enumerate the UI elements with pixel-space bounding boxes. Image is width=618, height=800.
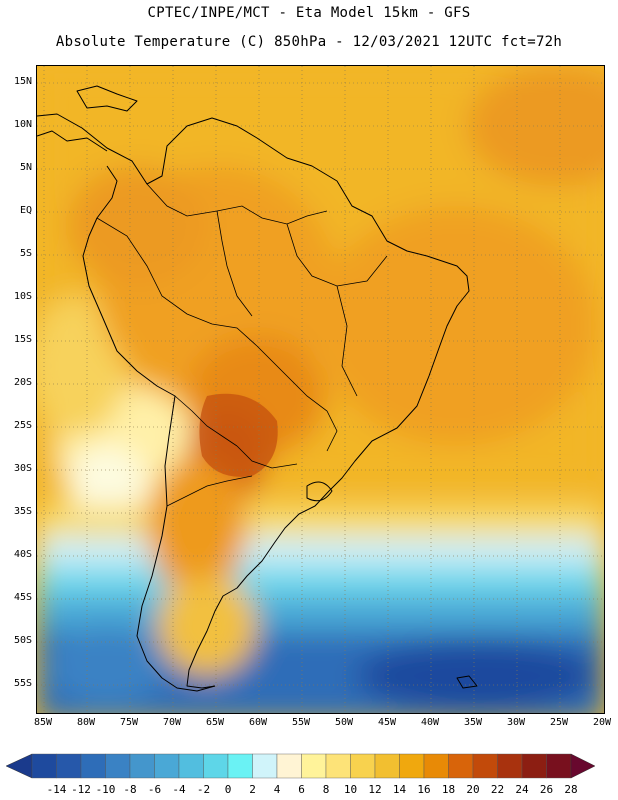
lon-tick-label: 25W <box>549 717 569 728</box>
colorbar-segment <box>276 753 302 779</box>
lat-tick-label: 5N <box>19 162 32 173</box>
colorbar-tick-label: 16 <box>417 783 431 796</box>
lat-tick-label: 20S <box>13 377 32 388</box>
colorbar-tick-label: -8 <box>123 783 137 796</box>
lat-tick-label: 40S <box>13 549 32 560</box>
colorbar-tick-label: -10 <box>95 783 116 796</box>
lat-tick-label: 45S <box>13 592 32 603</box>
colorbar-segment <box>374 753 400 779</box>
colorbar-tick-label: 22 <box>490 783 505 796</box>
colorbar-segment <box>399 753 425 779</box>
lat-tick-label: 30S <box>13 463 32 474</box>
colorbar-arrow-low <box>5 753 33 779</box>
colorbar-segment <box>203 753 229 779</box>
lat-tick-label: 10S <box>13 291 32 302</box>
colorbar-segment <box>521 753 547 779</box>
lon-tick-label: 70W <box>162 717 182 728</box>
map-canvas <box>37 66 604 713</box>
lon-tick-label: 60W <box>248 717 268 728</box>
colorbar-segment <box>227 753 253 779</box>
colorbar-tick-label: -14 <box>46 783 67 796</box>
lon-tick-label: 65W <box>205 717 225 728</box>
colorbar-tick-label: 24 <box>515 783 529 796</box>
colorbar-tick-label: 6 <box>298 783 305 796</box>
colorbar-segment <box>80 753 106 779</box>
lon-tick-label: 45W <box>377 717 397 728</box>
colorbar-tick-label: 4 <box>273 783 281 796</box>
colorbar-tick-label: 12 <box>368 783 382 796</box>
coastlines <box>37 85 478 692</box>
lat-tick-label: 10N <box>13 119 32 130</box>
colorbar-tick-label: 2 <box>249 783 256 796</box>
temperature-map <box>36 65 605 714</box>
colorbar-segment <box>350 753 376 779</box>
lon-tick-label: 55W <box>291 717 311 728</box>
lon-tick-label: 35W <box>463 717 483 728</box>
lat-tick-label: 25S <box>13 420 32 431</box>
colorbar-tick-label: 0 <box>224 783 232 796</box>
colorbar-segment <box>497 753 523 779</box>
lat-tick-label: 15S <box>13 334 32 345</box>
colorbar-tick-label: 18 <box>441 783 456 796</box>
lat-tick-label: EQ <box>19 205 32 216</box>
country-borders <box>96 183 388 507</box>
colorbar-tick-label: 26 <box>539 783 554 796</box>
temperature-field <box>37 66 604 713</box>
hot-core <box>199 393 278 477</box>
colorbar-segment <box>178 753 204 779</box>
colorbar-tick-label: -4 <box>172 783 186 796</box>
lat-tick-label: 55S <box>13 678 32 689</box>
graticule <box>37 66 604 713</box>
colorbar-tick-label: 28 <box>564 783 578 796</box>
colorbar-segment <box>546 753 572 779</box>
colorbar-tick-label: 10 <box>343 783 358 796</box>
colorbar-segment <box>129 753 155 779</box>
colorbar-segment <box>448 753 474 779</box>
lon-tick-label: 40W <box>420 717 440 728</box>
lon-tick-label: 85W <box>33 717 53 728</box>
colorbar-segment <box>252 753 278 779</box>
colorbar-tick-label: -6 <box>147 783 162 796</box>
lon-tick-label: 20W <box>592 717 612 728</box>
colorbar-segment <box>31 753 57 779</box>
colorbar-arrow-high <box>570 753 596 779</box>
colorbar-segment <box>154 753 180 779</box>
lat-tick-label: 5S <box>19 248 32 259</box>
lon-tick-label: 80W <box>76 717 96 728</box>
lon-tick-label: 30W <box>506 717 526 728</box>
lat-tick-label: 35S <box>13 506 32 517</box>
lat-tick-label: 50S <box>13 635 32 646</box>
colorbar-segment <box>325 753 351 779</box>
lat-tick-label: 15N <box>13 76 32 87</box>
colorbar-tick-label: -12 <box>71 783 91 796</box>
colorbar-tick-label: 8 <box>322 783 330 796</box>
colorbar-segment <box>105 753 131 779</box>
lon-tick-label: 75W <box>119 717 139 728</box>
colorbar-segment <box>301 753 327 779</box>
lon-tick-label: 50W <box>334 717 354 728</box>
map-title: CPTEC/INPE/MCT - Eta Model 15km - GFS <box>147 5 471 21</box>
colorbar-tick-label: -2 <box>196 783 211 796</box>
colorbar-segment <box>472 753 498 779</box>
map-subtitle: Absolute Temperature (C) 850hPa - 12/03/… <box>55 34 563 50</box>
colorbar-segment <box>56 753 82 779</box>
colorbar-tick-label: 14 <box>392 783 407 796</box>
colorbar-tick-label: 20 <box>466 783 480 796</box>
colorbar-segment <box>423 753 449 779</box>
colorbar <box>5 753 596 779</box>
